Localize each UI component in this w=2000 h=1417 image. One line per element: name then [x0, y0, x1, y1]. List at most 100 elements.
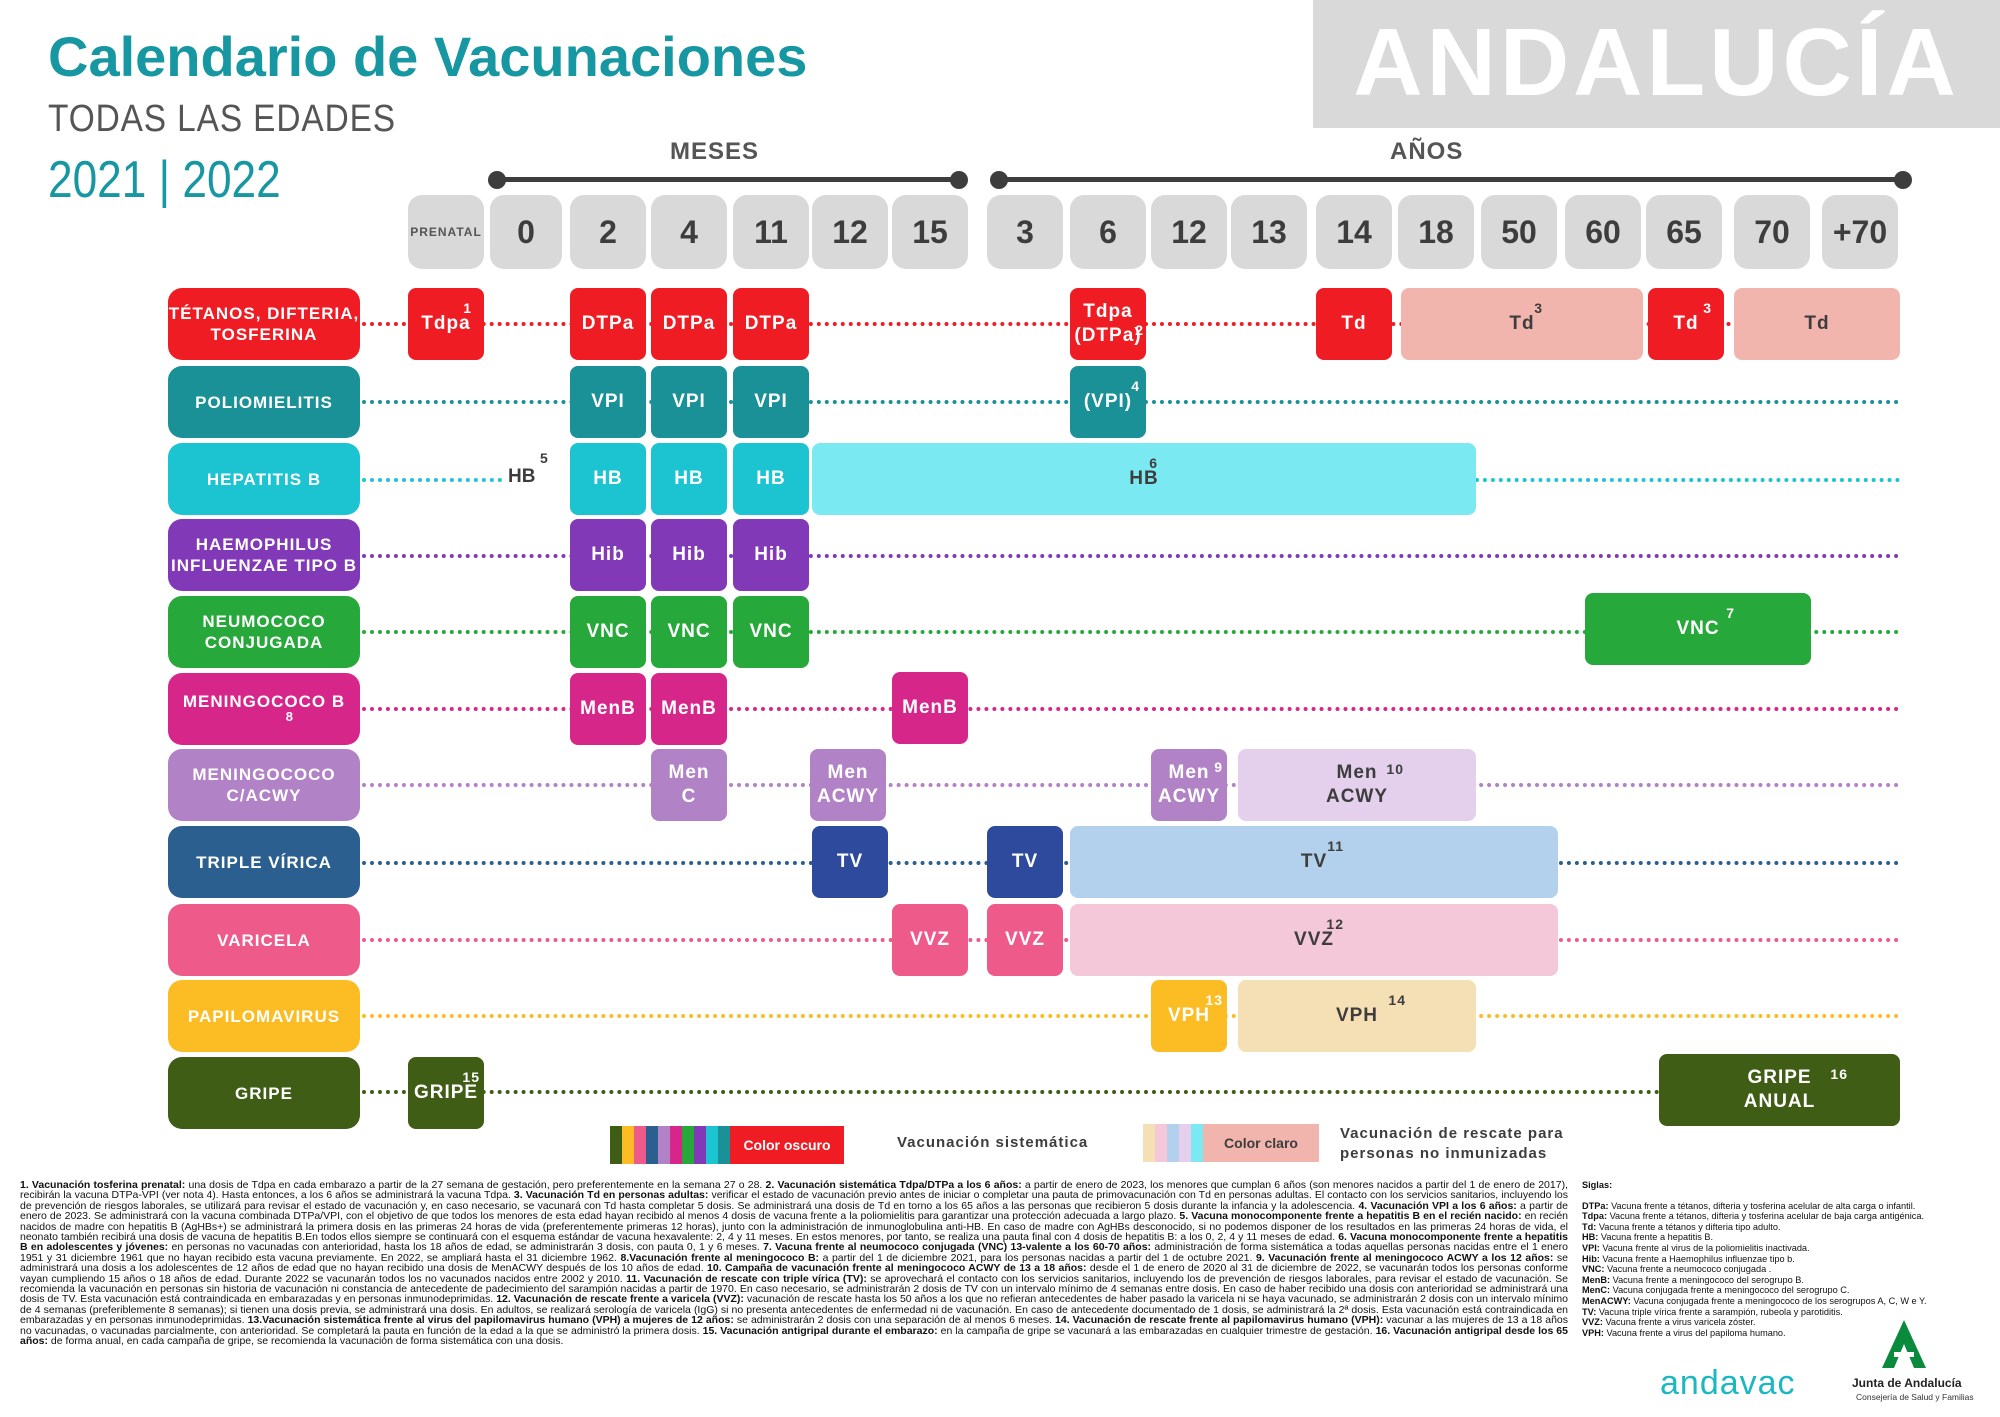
vaccine-name-neumococo: NEUMOCOCO CONJUGADA [168, 596, 360, 668]
sigla-key: MenC: [1582, 1285, 1611, 1296]
region-title: ANDALUCÍA [1353, 9, 1960, 116]
age-header: 0 [490, 195, 562, 269]
row-line [362, 707, 1900, 711]
dose-label: HB [1129, 468, 1159, 489]
age-header: 4 [651, 195, 727, 269]
legend-swatch [682, 1126, 694, 1164]
legend-light-swatches: Color claro [1143, 1124, 1319, 1162]
dose-vph-rescue: VPH 14 [1238, 980, 1476, 1052]
sigla-value: Vacuna frente a tétanos, difteria y tosf… [1608, 1200, 1916, 1211]
footnote-heading: 14. Vacunación de rescate frente al papi… [1055, 1314, 1384, 1327]
years-axis-line [998, 177, 1902, 182]
row-line [362, 478, 502, 482]
age-header: 18 [1398, 195, 1474, 269]
dose-hb: HB [651, 443, 727, 515]
dose-td-14: Td [1316, 288, 1392, 360]
dose-label: ACWY [1157, 786, 1221, 807]
footnote-text: verificar el estado de vacunación previo… [20, 1189, 1568, 1212]
footnote-text: a partir del 1 de diciembre 2021, para l… [819, 1251, 1256, 1264]
dose-label: Men [1168, 762, 1210, 783]
footnote-heading: 15. Vacunación antigripal durante el emb… [702, 1324, 938, 1337]
legend-swatch [658, 1126, 670, 1164]
age-header: 11 [733, 195, 809, 269]
note-ref: 15 [462, 1069, 480, 1085]
dose-menacwy: Men ACWY [810, 749, 886, 821]
legend-swatch [706, 1126, 718, 1164]
footnote-heading: 13.Vacunación sistemática frente al viru… [247, 1314, 734, 1327]
dose-label: HB [508, 466, 536, 487]
dose-label: GRIPE [413, 1082, 479, 1103]
dose-menacwy-12: Men ACWY 9 [1151, 749, 1227, 821]
dose-tv: TV [812, 826, 888, 898]
legend-swatch [718, 1126, 730, 1164]
dose-vvz-rescue: VVZ 12 [1070, 904, 1558, 976]
note-ref: 7 [1726, 605, 1735, 621]
sigla-value: Vacuna frente a hepatitis B. [1598, 1232, 1714, 1243]
sigla-key: VNC: [1582, 1264, 1605, 1275]
legend-swatch [670, 1126, 682, 1164]
footnote-text: vacunar a las mujeres de 13 a 18 años no… [20, 1314, 1568, 1337]
dose-hb-rescue: HB 6 [812, 443, 1476, 515]
sigla-value: Vacuna frente a virus del papiloma human… [1603, 1327, 1786, 1338]
age-header: +70 [1822, 195, 1898, 269]
dose-hb: HB [733, 443, 809, 515]
footnote-heading: 10. Campaña de vacunación frente al meni… [707, 1262, 1087, 1275]
sigla-value: Vacuna triple vírica frente a sarampión,… [1596, 1306, 1843, 1317]
sigla-item: MenB: Vacuna frente a meningococo del se… [1582, 1275, 1992, 1286]
dose-vpi: VPI [570, 366, 646, 438]
legend-light-desc-line: Vacunación de rescate para [1340, 1125, 1564, 1142]
footnote-text: vacunación de rescate hasta los 50 años … [20, 1293, 1568, 1327]
age-header: 12 [812, 195, 888, 269]
dose-label: ANUAL [1743, 1091, 1816, 1112]
footnote-heading: 5. Vacuna monocomponente frente a hepati… [1179, 1210, 1522, 1223]
dose-tdpa-prenatal: Tdpa 1 [408, 288, 484, 360]
vaccine-name-dtp: TÉTANOS, DIFTERIA, TOSFERINA [168, 288, 360, 360]
dose-label: Men [827, 762, 869, 783]
dose-menb: MenB [651, 673, 727, 745]
footnote-heading: 9. Vacunación frente al meningococo ACWY… [1255, 1251, 1554, 1264]
dose-dtpa: DTPa [570, 288, 646, 360]
age-header: PRENATAL [408, 195, 484, 269]
sigla-item: MenACWY: Vacuna conjugada frente a menin… [1582, 1296, 1992, 1307]
junta-subtitle: Consejería de Salud y Familias [1856, 1392, 1974, 1402]
sigla-key: Tdpa: [1582, 1211, 1608, 1222]
sigla-value: Vacuna frente a Haemophilus influenzae t… [1599, 1253, 1795, 1264]
dose-vpi-6: (VPI) 4 [1070, 366, 1146, 438]
row-line [1475, 478, 1900, 482]
dose-hb-newborn: HB 5 [508, 450, 548, 488]
legend-swatch [1179, 1124, 1191, 1162]
dose-label: ACWY [1325, 786, 1389, 807]
page-subtitle: TODAS LAS EDADES [48, 98, 396, 140]
footnote-heading: 2. Vacunación sistemática Tdpa/DTPa a lo… [765, 1179, 1022, 1191]
sigla-key: Td: [1582, 1221, 1597, 1232]
dose-label: VVZ [1294, 929, 1334, 950]
dose-tv: TV [987, 826, 1063, 898]
footnote-heading: 4. Vacunación VPI a los 6 años: [1358, 1199, 1517, 1212]
age-header: 70 [1734, 195, 1810, 269]
sigla-key: MenB: [1582, 1274, 1611, 1285]
legend-swatch [1143, 1124, 1155, 1162]
dose-hb: HB [570, 443, 646, 515]
junta-logo-icon [1878, 1318, 1930, 1375]
legend-swatch [634, 1126, 646, 1164]
vaccine-name-meningococo-acwy: MENINGOCOCO C/ACWY [168, 749, 360, 821]
dose-label: Tdpa [421, 313, 471, 334]
footnotes: 1. Vacunación tosferina prenatal: una do… [20, 1180, 1568, 1347]
dose-vvz: VVZ [987, 904, 1063, 976]
note-ref: 16 [1830, 1066, 1848, 1082]
region-banner [1313, 0, 2000, 128]
dose-vnc-60-70: VNC 7 [1585, 593, 1811, 665]
dose-label: GRIPE [1747, 1067, 1812, 1088]
dose-td-rescue: Td 3 [1401, 288, 1643, 360]
vaccine-name-papilomavirus: PAPILOMAVIRUS [168, 980, 360, 1052]
years-axis-end-dot [1894, 171, 1912, 189]
dose-hib: Hib [570, 519, 646, 591]
footnote-text: se administrará una dosis a los adolesce… [20, 1251, 1568, 1275]
sigla-value: Vacuna frente a neumococo conjugada . [1604, 1264, 1772, 1275]
note-ref: 1 [463, 300, 472, 316]
dose-label: Td [1509, 313, 1535, 334]
dose-vvz: VVZ [892, 904, 968, 976]
dose-vnc: VNC [570, 596, 646, 668]
note-ref: 9 [1214, 759, 1223, 775]
